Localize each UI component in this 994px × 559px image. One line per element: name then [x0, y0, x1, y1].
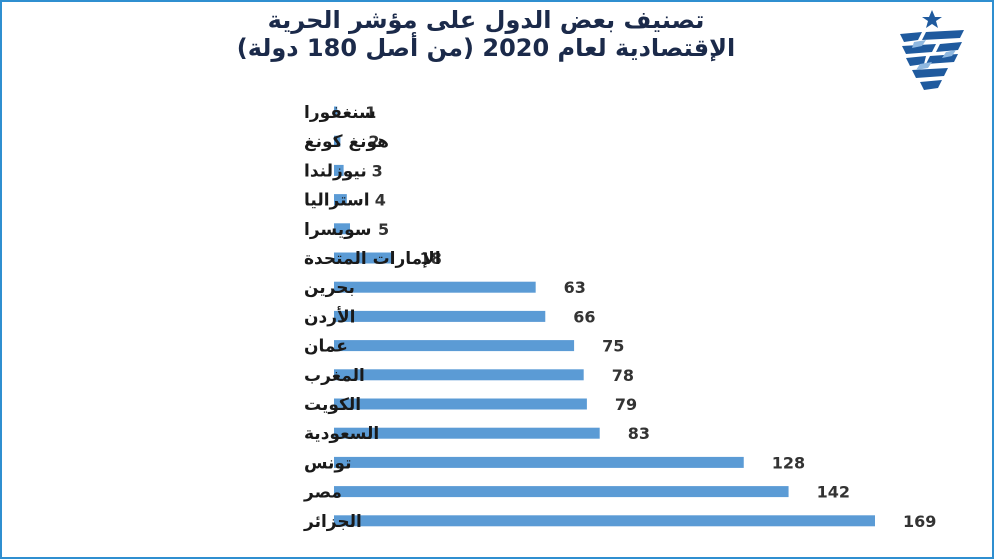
bar-9	[334, 340, 575, 352]
bar-15	[334, 515, 875, 527]
category-label-2: هونغ كونغ	[304, 132, 389, 152]
bar-2	[334, 135, 341, 147]
bar-7	[334, 281, 536, 293]
value-label-10: 78	[612, 366, 634, 385]
category-label-12: السعودية	[304, 424, 379, 444]
category-label-8: الأردن	[304, 306, 356, 327]
category-label-7: بحرين	[304, 278, 355, 298]
bar-3	[334, 164, 344, 176]
logo-emblem-icon	[900, 10, 964, 90]
bar-13	[334, 456, 744, 468]
value-label-9: 75	[602, 337, 624, 356]
value-label-12: 83	[628, 424, 650, 443]
chart-title: تصنيف بعض الدول على مؤشر الحرية الإقتصاد…	[106, 6, 866, 62]
value-label-13: 128	[772, 453, 805, 472]
bar-11	[334, 398, 587, 410]
bar-5	[334, 223, 351, 235]
value-label-1: 1	[365, 103, 376, 122]
category-label-13: تونس	[304, 453, 351, 473]
value-label-2: 2	[368, 132, 379, 151]
value-label-4: 4	[375, 191, 386, 210]
value-label-6: 18	[420, 249, 442, 268]
bar-6	[334, 252, 392, 264]
category-label-9: عمان	[304, 337, 348, 357]
category-label-3: نيوزلندا	[304, 161, 367, 181]
bar-8	[334, 310, 546, 322]
bar-12	[334, 427, 600, 439]
category-label-1: سنغفورا	[304, 103, 376, 123]
category-label-14: مصر	[303, 483, 342, 503]
title-line-1: تصنيف بعض الدول على مؤشر الحرية	[267, 6, 705, 34]
value-label-14: 142	[817, 483, 850, 502]
category-label-10: المغرب	[304, 366, 365, 386]
title-line-2: الإقتصادية لعام 2020 (من أصل 180 دولة)	[236, 34, 736, 62]
bar-14	[334, 486, 789, 498]
bar-10	[334, 369, 584, 381]
category-label-4: استراليا	[304, 191, 370, 211]
bar-1	[334, 106, 338, 118]
category-label-15: الجزائر	[303, 512, 362, 532]
value-label-3: 3	[372, 161, 383, 180]
value-label-8: 66	[573, 307, 595, 326]
value-label-7: 63	[564, 278, 586, 297]
category-label-5: سويسرا	[304, 220, 371, 240]
value-label-11: 79	[615, 395, 637, 414]
value-label-5: 5	[378, 220, 389, 239]
bar-4	[334, 194, 347, 206]
value-label-15: 169	[903, 512, 936, 531]
category-label-11: الكويت	[304, 395, 361, 415]
category-label-6: الإمارات المتحدة	[304, 249, 441, 269]
